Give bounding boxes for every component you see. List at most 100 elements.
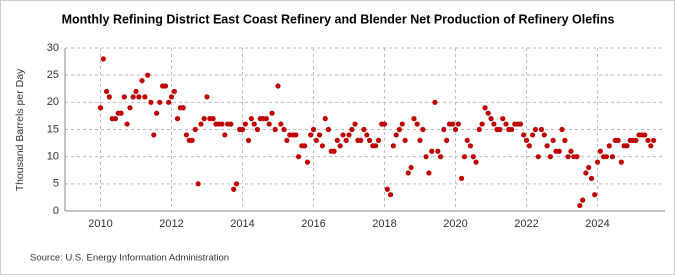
data-point	[529, 132, 536, 138]
data-point	[521, 132, 527, 138]
data-point	[343, 137, 349, 143]
data-point	[97, 105, 104, 111]
data-point	[192, 126, 198, 133]
data-point	[470, 154, 476, 160]
data-point	[473, 159, 479, 165]
data-point	[597, 148, 603, 154]
data-point	[304, 159, 311, 165]
data-point	[541, 132, 547, 138]
data-point	[121, 94, 127, 100]
data-point	[228, 121, 234, 127]
data-point	[583, 170, 589, 176]
data-point	[219, 121, 225, 127]
data-point	[168, 94, 175, 100]
data-point	[588, 175, 595, 181]
x-tick-label: 2018	[372, 218, 396, 230]
y-tick-label: 15	[47, 123, 59, 135]
data-point	[272, 126, 278, 133]
data-point	[133, 88, 139, 95]
data-point	[399, 121, 405, 127]
data-point	[248, 116, 254, 122]
data-point	[361, 126, 367, 133]
data-point	[580, 197, 586, 203]
data-point	[189, 137, 195, 143]
y-axis-label: Thousand Barrels per Day	[14, 68, 26, 191]
data-point	[334, 137, 340, 143]
data-point	[544, 143, 550, 149]
data-point	[263, 116, 269, 122]
y-tick-label: 5	[53, 178, 59, 190]
data-point	[162, 83, 169, 89]
data-point	[136, 94, 142, 100]
data-point	[153, 110, 160, 116]
data-point	[624, 143, 630, 149]
data-point	[562, 137, 568, 143]
data-point	[615, 137, 621, 143]
data-point	[517, 121, 524, 127]
data-point	[438, 154, 444, 160]
data-point	[565, 154, 571, 160]
data-point	[603, 154, 610, 160]
data-point	[577, 202, 583, 209]
data-point	[450, 121, 456, 127]
data-point	[609, 154, 616, 160]
data-point	[145, 72, 151, 78]
data-point	[405, 170, 411, 176]
data-point	[375, 137, 382, 143]
data-point	[127, 105, 133, 111]
data-point	[435, 148, 441, 154]
data-point	[222, 132, 228, 138]
data-point	[550, 137, 556, 143]
data-point	[444, 137, 450, 143]
data-point	[526, 143, 532, 149]
data-point	[157, 99, 163, 105]
data-point	[411, 116, 417, 122]
data-point	[210, 116, 216, 122]
data-point	[592, 192, 598, 198]
x-tick-label: 2020	[443, 218, 467, 230]
data-point	[242, 121, 248, 127]
data-point	[103, 88, 110, 95]
data-point	[648, 143, 654, 149]
data-point	[254, 126, 261, 133]
data-point	[497, 126, 503, 133]
data-point	[239, 126, 246, 133]
data-point	[556, 148, 562, 154]
x-tick-label: 2016	[301, 218, 325, 230]
data-point	[461, 154, 468, 160]
data-point	[408, 164, 414, 171]
data-point	[414, 121, 420, 127]
data-point	[151, 132, 157, 138]
data-point	[594, 159, 601, 165]
data-point	[352, 121, 358, 127]
data-point	[358, 137, 364, 143]
data-point	[532, 126, 539, 133]
data-point	[180, 105, 186, 111]
data-point	[503, 121, 509, 127]
data-point	[574, 154, 580, 160]
data-point	[340, 132, 346, 138]
data-point	[278, 121, 284, 127]
data-point	[302, 143, 308, 149]
data-point	[651, 137, 657, 143]
data-point	[130, 94, 136, 100]
data-point	[112, 116, 119, 122]
y-tick-label: 10	[47, 151, 59, 163]
data-point	[426, 170, 432, 176]
data-point	[313, 137, 319, 143]
data-point	[482, 105, 488, 111]
data-point	[535, 154, 541, 160]
data-point	[488, 116, 494, 122]
data-point	[429, 148, 435, 154]
data-point	[645, 137, 651, 143]
data-point	[367, 137, 373, 143]
data-point	[171, 88, 177, 95]
x-tick-label: 2012	[159, 218, 183, 230]
data-point	[139, 78, 145, 84]
data-point	[201, 116, 207, 122]
data-point	[420, 126, 426, 133]
data-point	[458, 175, 465, 181]
data-point	[118, 110, 124, 116]
